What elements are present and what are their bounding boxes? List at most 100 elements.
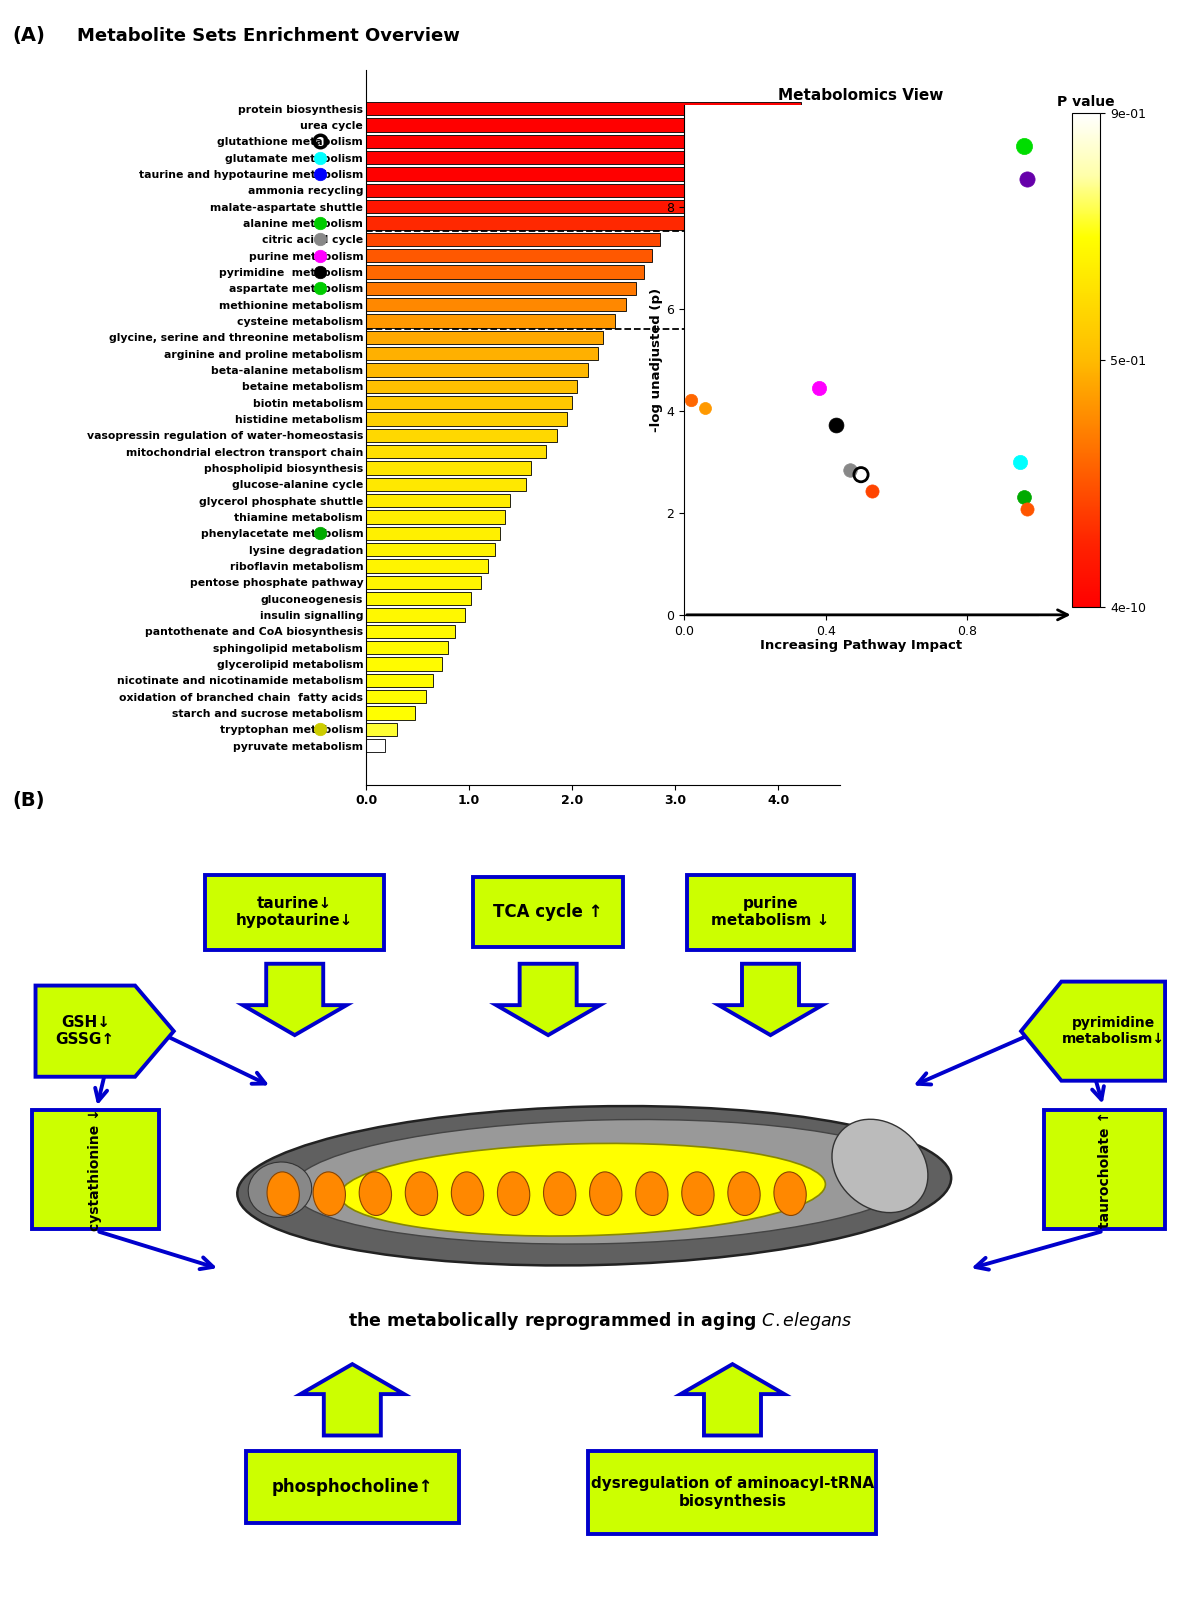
Ellipse shape — [682, 1171, 714, 1215]
Text: P<0.05: P<0.05 — [848, 220, 899, 233]
Polygon shape — [680, 1364, 785, 1435]
Title: P value: P value — [1057, 95, 1115, 110]
Point — [1014, 133, 1033, 159]
Text: (B): (B) — [12, 791, 44, 811]
FancyBboxPatch shape — [686, 875, 854, 950]
Ellipse shape — [268, 1171, 299, 1215]
Point — [862, 479, 881, 505]
Title: Metabolomics View: Metabolomics View — [779, 87, 943, 102]
Ellipse shape — [589, 1171, 622, 1215]
Bar — [366, 217, 714, 230]
Bar — [366, 461, 530, 474]
Polygon shape — [300, 1364, 404, 1435]
FancyBboxPatch shape — [205, 875, 384, 950]
Bar — [366, 657, 443, 670]
Bar — [366, 282, 636, 294]
Bar — [366, 689, 426, 704]
FancyBboxPatch shape — [32, 1110, 158, 1230]
Bar — [366, 298, 625, 311]
Bar — [366, 510, 505, 524]
Point — [809, 375, 828, 401]
FancyBboxPatch shape — [1044, 1110, 1165, 1230]
Ellipse shape — [340, 1144, 826, 1236]
Ellipse shape — [832, 1120, 928, 1212]
Bar — [366, 592, 472, 605]
Bar — [366, 134, 768, 149]
Text: phosphocholine↑: phosphocholine↑ — [271, 1477, 433, 1497]
Point — [841, 456, 860, 482]
Point — [1010, 448, 1030, 476]
Text: purine
metabolism ↓: purine metabolism ↓ — [712, 896, 829, 929]
Bar — [366, 544, 494, 557]
Bar — [366, 265, 644, 278]
Ellipse shape — [451, 1171, 484, 1215]
Y-axis label: -log unadjusted (p): -log unadjusted (p) — [650, 288, 664, 432]
Bar — [366, 608, 464, 621]
Bar — [366, 477, 526, 490]
Text: (A): (A) — [12, 26, 44, 45]
Ellipse shape — [544, 1171, 576, 1215]
Bar — [366, 429, 557, 442]
Bar — [366, 201, 719, 214]
Polygon shape — [719, 964, 822, 1036]
Point — [682, 387, 701, 413]
Point — [827, 413, 846, 438]
Polygon shape — [242, 964, 347, 1036]
Text: the metabolically reprogrammed in aging $\it{C\mathit{.}elegans}$: the metabolically reprogrammed in aging … — [348, 1309, 852, 1332]
Bar — [366, 413, 566, 426]
Ellipse shape — [774, 1171, 806, 1215]
Point — [1014, 484, 1033, 510]
Bar — [366, 560, 487, 573]
Ellipse shape — [292, 1120, 920, 1244]
Point — [1018, 167, 1037, 193]
Ellipse shape — [248, 1162, 312, 1217]
Bar — [366, 445, 546, 458]
Text: P<0.1: P<0.1 — [848, 319, 890, 332]
Bar — [366, 380, 577, 393]
Text: taurocholate ↑: taurocholate ↑ — [1098, 1112, 1111, 1228]
FancyBboxPatch shape — [246, 1451, 458, 1523]
Bar — [366, 102, 800, 115]
Bar — [366, 167, 752, 181]
Point — [852, 461, 871, 487]
Ellipse shape — [406, 1171, 438, 1215]
Bar — [366, 526, 500, 540]
Bar — [366, 673, 433, 688]
Bar — [366, 150, 732, 165]
Bar — [366, 233, 660, 246]
Bar — [366, 314, 616, 328]
FancyBboxPatch shape — [473, 877, 623, 947]
Bar — [366, 705, 415, 720]
Text: dysregulation of aminoacyl-tRNA
biosynthesis: dysregulation of aminoacyl-tRNA biosynth… — [590, 1476, 874, 1508]
Bar — [366, 184, 725, 197]
Polygon shape — [1021, 982, 1165, 1081]
Bar — [366, 493, 510, 508]
Bar — [366, 118, 737, 131]
X-axis label: Increasing Pathway Impact: Increasing Pathway Impact — [760, 639, 962, 652]
Bar — [366, 739, 384, 752]
Ellipse shape — [636, 1171, 668, 1215]
Bar — [366, 249, 653, 262]
Polygon shape — [36, 985, 174, 1076]
Text: pyrimidine
metabolism↓: pyrimidine metabolism↓ — [1062, 1016, 1165, 1047]
Bar — [366, 346, 598, 361]
Polygon shape — [497, 964, 600, 1036]
Ellipse shape — [313, 1171, 346, 1215]
Ellipse shape — [498, 1171, 529, 1215]
Text: cystathionine ↓: cystathionine ↓ — [89, 1108, 102, 1231]
Text: TCA cycle ↑: TCA cycle ↑ — [493, 903, 602, 921]
Ellipse shape — [238, 1107, 952, 1265]
Ellipse shape — [728, 1171, 760, 1215]
Point — [1018, 495, 1037, 521]
Bar — [366, 396, 572, 409]
Text: taurine↓
hypotaurine↓: taurine↓ hypotaurine↓ — [236, 896, 354, 929]
Text: Metabolite Sets Enrichment Overview: Metabolite Sets Enrichment Overview — [77, 26, 461, 45]
Bar — [366, 576, 481, 589]
Bar — [366, 364, 588, 377]
Bar — [366, 723, 397, 736]
Bar — [366, 330, 604, 345]
Bar — [366, 625, 455, 637]
Bar — [366, 641, 449, 654]
FancyBboxPatch shape — [588, 1451, 876, 1534]
Ellipse shape — [359, 1171, 391, 1215]
